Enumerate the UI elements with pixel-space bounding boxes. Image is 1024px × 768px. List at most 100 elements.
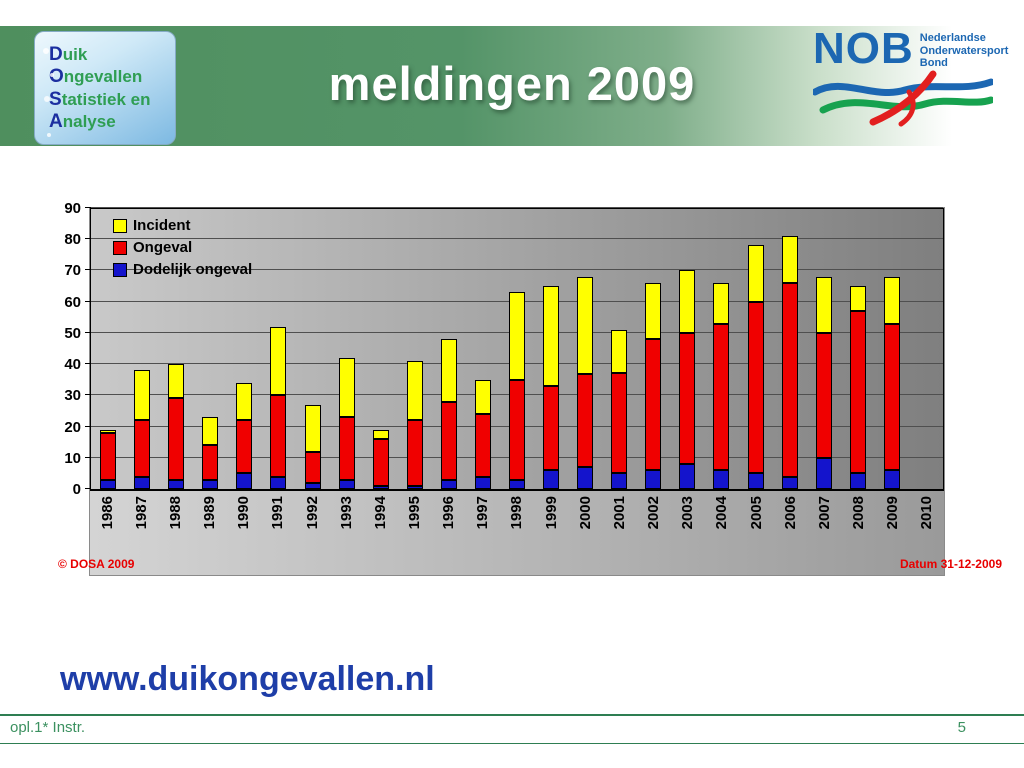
- x-label-slot: 1993: [329, 491, 363, 577]
- dosa-logo-line: Analyse: [49, 111, 175, 133]
- website-link[interactable]: www.duikongevallen.nl: [60, 660, 435, 698]
- dosa-initial: D: [49, 44, 63, 65]
- bar-segment-dodelijk-ongeval: [679, 464, 696, 489]
- y-tick-mark: [85, 238, 91, 240]
- x-tick-label: 2006: [781, 496, 799, 530]
- dosa-initial: S: [49, 88, 62, 110]
- bar-segment-ongeval: [849, 311, 866, 474]
- bar-segment-incident: [270, 326, 287, 396]
- legend-entry: Ongeval: [113, 239, 252, 256]
- x-label-slot: 2006: [773, 491, 807, 577]
- bar-column: [466, 209, 500, 489]
- x-tick-label: 1989: [201, 496, 219, 530]
- bar-column: [295, 209, 329, 489]
- bar-segment-incident: [849, 286, 866, 312]
- x-label-slot: 1997: [466, 491, 500, 577]
- bar-segment-ongeval: [508, 379, 525, 480]
- bar-segment-incident: [611, 329, 628, 374]
- bar-segment-incident: [577, 276, 594, 374]
- bar-column: [841, 209, 875, 489]
- legend-label: Dodelijk ongeval: [133, 261, 253, 278]
- bar-segment-incident: [202, 417, 219, 446]
- bar-segment-ongeval: [645, 339, 662, 471]
- y-tick-label: 80: [64, 231, 81, 249]
- footer-divider-top: [0, 714, 1024, 716]
- x-label-slot: 1992: [295, 491, 329, 577]
- dosa-rest: tatistiek en: [61, 89, 151, 109]
- footer-divider-bottom: [0, 743, 1024, 744]
- bar-segment-dodelijk-ongeval: [304, 482, 321, 489]
- y-tick-mark: [85, 331, 91, 333]
- x-label-slot: 1994: [363, 491, 397, 577]
- x-label-slot: 2008: [841, 491, 875, 577]
- dosa-logo-line: Ongevallen: [49, 66, 175, 88]
- dosa-initial: O: [49, 66, 64, 88]
- dosa-initial: A: [49, 111, 63, 133]
- bar-column: [773, 209, 807, 489]
- bar-segment-dodelijk-ongeval: [202, 479, 219, 489]
- x-tick-label: 1998: [508, 496, 526, 530]
- page-number: 5: [957, 719, 966, 736]
- bar-column: [261, 209, 295, 489]
- bar-segment-dodelijk-ongeval: [577, 467, 594, 489]
- x-tick-label: 2001: [610, 496, 628, 530]
- bar-segment-ongeval: [440, 401, 457, 480]
- x-label-slot: 2004: [705, 491, 739, 577]
- bar-segment-incident: [747, 245, 764, 302]
- bar-segment-dodelijk-ongeval: [270, 476, 287, 489]
- plot-area: Incident Ongeval Dodelijk ongeval: [85, 207, 944, 491]
- bar-segment-ongeval: [372, 439, 389, 486]
- bar-segment-dodelijk-ongeval: [883, 470, 900, 489]
- bar-column: [193, 209, 227, 489]
- nob-line: Onderwatersport: [919, 44, 1009, 57]
- legend-label: Ongeval: [133, 239, 193, 256]
- bar-segment-dodelijk-ongeval: [849, 473, 866, 489]
- x-tick-label: 1999: [542, 496, 560, 530]
- x-tick-label: 1990: [235, 496, 253, 530]
- x-tick-label: 1992: [303, 496, 321, 530]
- nob-line: Bond: [919, 57, 948, 70]
- bar-segment-ongeval: [713, 323, 730, 471]
- y-tick-mark: [85, 363, 91, 365]
- bar-column: [670, 209, 704, 489]
- x-label-slot: 1990: [227, 491, 261, 577]
- dosa-rest: ngevallen: [63, 67, 143, 87]
- y-tick-label: 90: [64, 200, 81, 217]
- bar-segment-dodelijk-ongeval: [543, 470, 560, 489]
- bar-segment-dodelijk-ongeval: [440, 479, 457, 489]
- chart-legend: Incident Ongeval Dodelijk ongeval: [113, 217, 252, 283]
- x-tick-label: 2008: [850, 496, 868, 530]
- bar-segment-dodelijk-ongeval: [134, 476, 151, 489]
- bar-column: [125, 209, 159, 489]
- bar-column: [909, 209, 943, 489]
- bar-segment-ongeval: [577, 373, 594, 468]
- bar-segment-dodelijk-ongeval: [781, 476, 798, 489]
- x-tick-label: 1995: [405, 496, 423, 530]
- bar-segment-ongeval: [679, 332, 696, 465]
- dosa-rest: uik: [62, 45, 88, 64]
- bars: [91, 209, 943, 489]
- x-tick-label: 2000: [576, 496, 594, 530]
- x-tick-label: 1997: [474, 496, 492, 530]
- dosa-logo-line: Duik: [49, 44, 175, 66]
- bar-segment-incident: [543, 286, 560, 386]
- bar-segment-incident: [406, 361, 423, 421]
- legend-label: Incident: [133, 217, 191, 234]
- bar-segment-ongeval: [304, 451, 321, 483]
- bar-column: [330, 209, 364, 489]
- bar-segment-dodelijk-ongeval: [713, 470, 730, 489]
- bar-segment-ongeval: [134, 420, 151, 477]
- bar-segment-ongeval: [100, 432, 117, 480]
- bar-column: [159, 209, 193, 489]
- bar-segment-ongeval: [406, 420, 423, 486]
- bar-segment-ongeval: [270, 395, 287, 477]
- y-tick-label: 40: [64, 356, 81, 374]
- bar-segment-incident: [338, 357, 355, 418]
- x-label-slot: 2002: [637, 491, 671, 577]
- x-tick-label: 1987: [132, 496, 150, 530]
- y-tick-label: 70: [64, 262, 81, 280]
- bar-segment-ongeval: [543, 385, 560, 471]
- bar-segment-incident: [236, 382, 253, 421]
- bar-column: [534, 209, 568, 489]
